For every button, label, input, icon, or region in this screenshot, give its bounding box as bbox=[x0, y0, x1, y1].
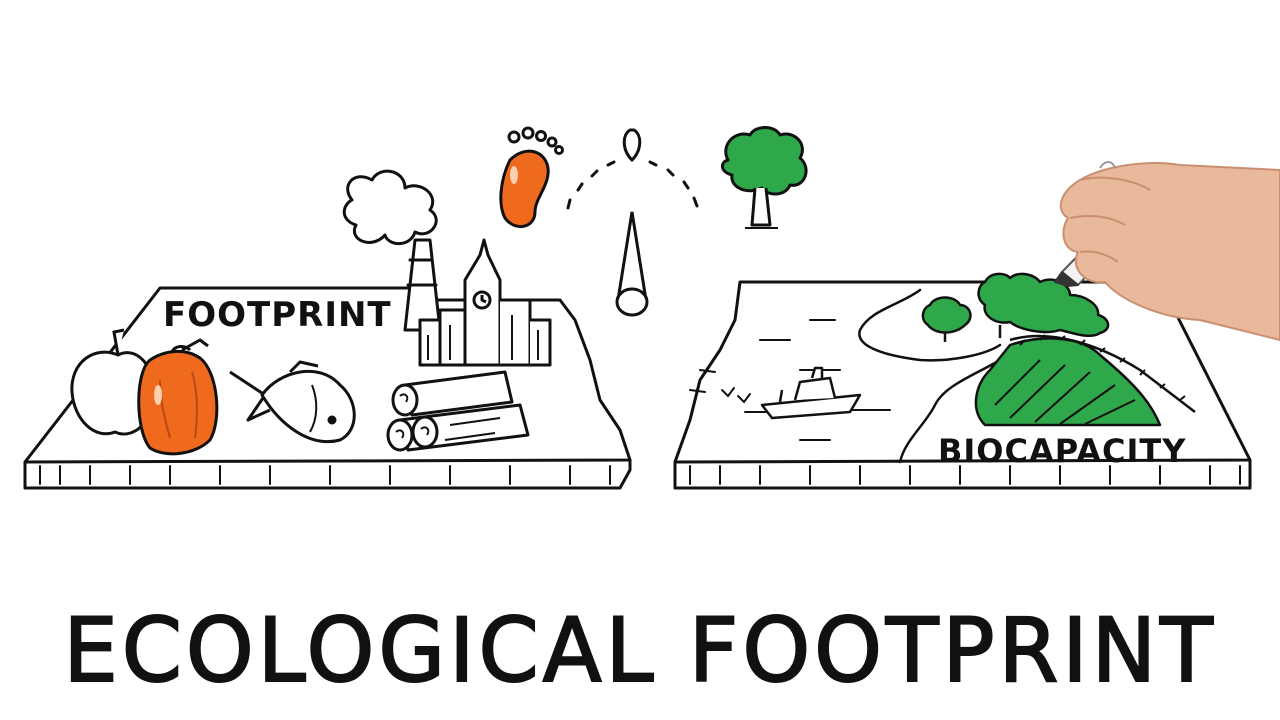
hand-with-marker-icon bbox=[1054, 161, 1280, 341]
apple-icon bbox=[70, 328, 152, 436]
balance-needle-icon bbox=[566, 128, 699, 317]
pepper-icon bbox=[137, 338, 219, 456]
logs-icon bbox=[386, 370, 530, 452]
biocapacity-label: BIOCAPACITY bbox=[938, 432, 1186, 470]
boat-icon bbox=[760, 366, 862, 420]
fish-icon bbox=[229, 360, 356, 443]
factory-smoke-icon bbox=[342, 169, 442, 332]
tree-icon bbox=[721, 126, 808, 229]
footprint-label: FOOTPRINT bbox=[163, 295, 392, 335]
city-icon bbox=[418, 238, 552, 367]
farmland-icon bbox=[974, 334, 1196, 427]
page-title: ECOLOGICAL FOOTPRINT bbox=[62, 598, 1217, 702]
forest-icon bbox=[921, 272, 1110, 342]
birds-icon bbox=[721, 387, 751, 404]
footprint-icon bbox=[499, 126, 564, 228]
